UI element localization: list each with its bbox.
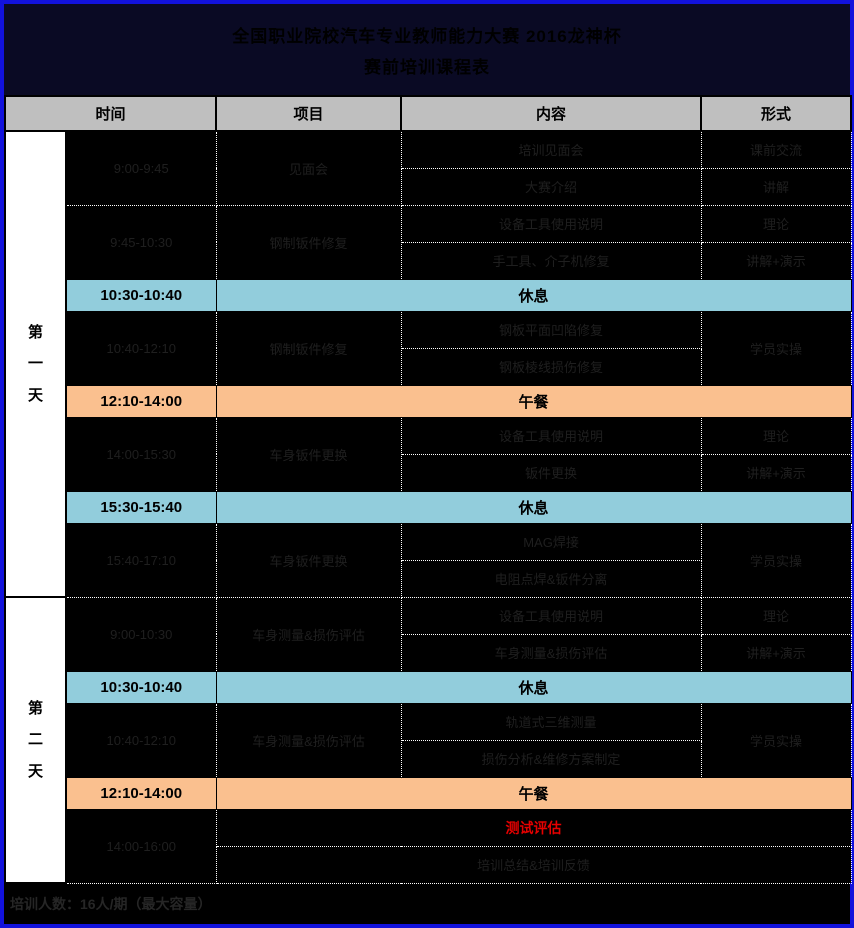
title-band: 全国职业院校汽车专业教师能力大赛 2016龙神杯 赛前培训课程表 [4, 4, 850, 95]
content-cell: 钣件更换 [400, 453, 702, 492]
footer-note: 培训人数：16人/期（最大容量） [10, 896, 212, 912]
format-cell: 理论 [700, 596, 852, 635]
day2-label: 第二天 [28, 699, 44, 780]
test-eval-cell: 测试评估 [215, 808, 852, 847]
header-row: 时间 项目 内容 形式 [3, 95, 853, 132]
table-row: 车身测量&损伤评估 讲解+演示 [5, 633, 852, 672]
content-cell: MAG焊接 [400, 522, 702, 561]
day1-label: 第一天 [28, 323, 44, 404]
content-cell: 损伤分析&维修方案制定 [400, 739, 702, 778]
content-cell: 培训总结&培训反馈 [215, 845, 852, 884]
content-cell: 轨道式三维测量 [400, 702, 702, 741]
time-cell: 9:00-10:30 [65, 596, 217, 672]
format-cell: 讲解+演示 [700, 633, 852, 672]
format-cell: 学员实操 [700, 522, 852, 598]
break-row: 15:30-15:40 休息 [5, 490, 852, 524]
page-title-line2: 赛前培训课程表 [364, 57, 490, 77]
table-row: 钢板棱线损伤修复 [5, 347, 851, 386]
project-cell: 车身钣件更换 [215, 522, 402, 598]
lunch-row: 12:10-14:00 午餐 [5, 384, 852, 418]
content-cell: 设备工具使用说明 [400, 204, 702, 243]
header-cell-project: 项目 [215, 95, 403, 132]
time-cell: 14:00-16:00 [65, 808, 217, 884]
table-row: 14:00-15:30 车身钣件更换 设备工具使用说明 理论 [5, 416, 852, 492]
time-cell: 12:10-14:00 [65, 776, 217, 810]
table-row: 第一天 9:00-9:45 见面会 培训见面会 课前交流 [4, 130, 852, 598]
table-row: 15:40-17:10 车身钣件更换 MAG焊接 学员实操 [5, 522, 852, 598]
break-label: 休息 [215, 670, 852, 704]
content-cell: 设备工具使用说明 [400, 416, 702, 455]
table-row: 9:45-10:30 钢制钣件修复 设备工具使用说明 理论 [5, 204, 852, 280]
page-title-line1: 全国职业院校汽车专业教师能力大赛 2016龙神杯 [232, 26, 622, 46]
break-label: 休息 [215, 490, 852, 524]
format-cell: 课前交流 [700, 130, 852, 169]
table-row: 第二天 9:00-10:30 车身测量&损伤评估 设备工具使用说明 理论 [4, 596, 852, 884]
table-row: 10:40-12:10 车身测量&损伤评估 轨道式三维测量 学员实操 [5, 702, 852, 778]
day2-label-cell: 第二天 [4, 596, 67, 884]
format-cell: 学员实操 [700, 702, 852, 778]
project-cell: 车身测量&损伤评估 [215, 702, 402, 778]
break-label: 休息 [215, 278, 852, 312]
content-cell: 车身测量&损伤评估 [400, 633, 702, 672]
table-row: 大赛介绍 讲解 [5, 167, 852, 206]
time-cell: 9:45-10:30 [65, 204, 217, 280]
format-cell: 讲解+演示 [700, 241, 852, 280]
content-cell: 设备工具使用说明 [400, 596, 702, 635]
day1-label-cell: 第一天 [4, 130, 67, 598]
lunch-label: 午餐 [215, 384, 852, 418]
lunch-label: 午餐 [215, 776, 852, 810]
content-cell: 电阻点焊&钣件分离 [400, 559, 702, 598]
time-cell: 9:00-9:45 [65, 130, 217, 206]
footer-band: 培训人数：16人/期（最大容量） [4, 884, 850, 924]
lunch-row: 12:10-14:00 午餐 [5, 776, 852, 810]
break-row: 10:30-10:40 休息 [5, 670, 852, 704]
time-cell: 10:30-10:40 [65, 278, 217, 312]
content-cell: 钢板平面凹陷修复 [400, 310, 702, 349]
header-cell-format: 形式 [700, 95, 853, 132]
time-cell: 14:00-15:30 [65, 416, 217, 492]
time-cell: 10:30-10:40 [65, 670, 217, 704]
time-cell: 12:10-14:00 [65, 384, 217, 418]
content-cell: 培训见面会 [400, 130, 702, 169]
time-cell: 15:40-17:10 [65, 522, 217, 598]
table-row: 电阻点焊&钣件分离 [5, 559, 851, 598]
project-cell: 车身测量&损伤评估 [215, 596, 402, 672]
time-cell: 10:40-12:10 [65, 702, 217, 778]
table-row: 培训总结&培训反馈 [5, 845, 852, 884]
content-cell: 钢板棱线损伤修复 [400, 347, 702, 386]
break-row: 10:30-10:40 休息 [5, 278, 852, 312]
header-cell-content: 内容 [400, 95, 703, 132]
table-row: 10:40-12:10 钢制钣件修复 钢板平面凹陷修复 学员实操 [5, 310, 852, 386]
format-cell: 学员实操 [700, 310, 852, 386]
time-cell: 15:30-15:40 [65, 490, 217, 524]
table-row: 钣件更换 讲解+演示 [5, 453, 852, 492]
format-cell: 理论 [700, 416, 852, 455]
project-cell: 见面会 [215, 130, 402, 206]
header-cell-time: 时间 [3, 95, 218, 132]
schedule-table: 时间 项目 内容 形式 第一天 9:00-9:45 见面会 培训见面会 课前交流… [3, 95, 853, 884]
project-cell: 钢制钣件修复 [215, 310, 402, 386]
time-cell: 10:40-12:10 [65, 310, 217, 386]
format-cell: 讲解 [700, 167, 852, 206]
content-cell: 大赛介绍 [400, 167, 702, 206]
format-cell: 理论 [700, 204, 852, 243]
table-row: 14:00-16:00 测试评估 [5, 808, 852, 884]
format-cell: 讲解+演示 [700, 453, 852, 492]
project-cell: 钢制钣件修复 [215, 204, 402, 280]
project-cell: 车身钣件更换 [215, 416, 402, 492]
table-row: 损伤分析&维修方案制定 [5, 739, 851, 778]
content-cell: 手工具、介子机修复 [400, 241, 702, 280]
